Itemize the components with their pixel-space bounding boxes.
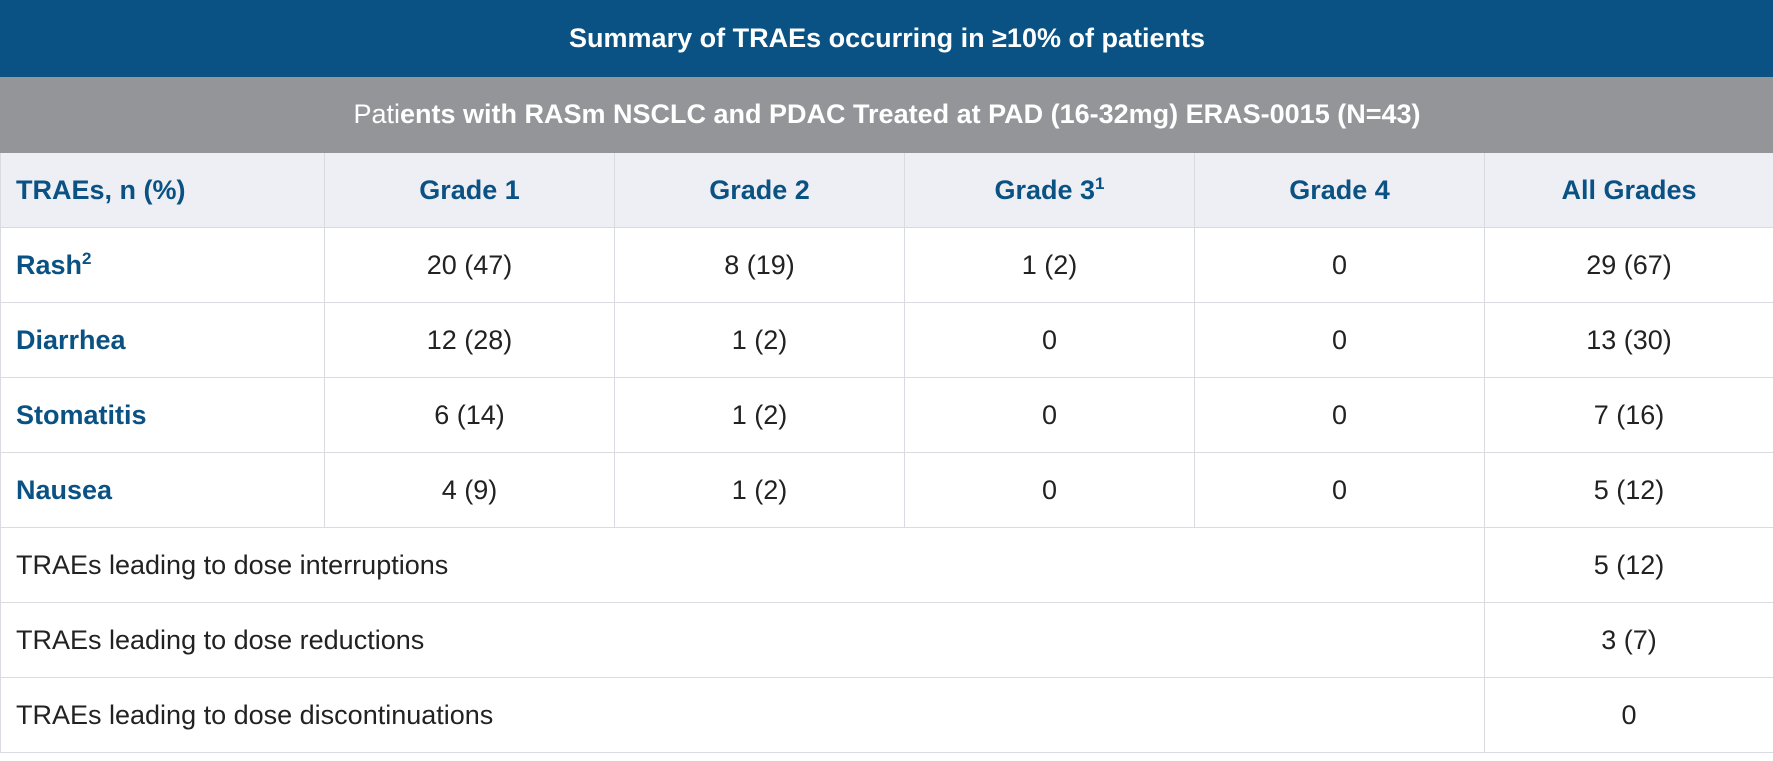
row-name: Rash	[16, 249, 83, 280]
header-grade-2: Grade 2	[614, 152, 905, 228]
table-cell: 12 (28)	[324, 302, 615, 378]
table-cell: 7 (16)	[1484, 377, 1773, 453]
header-row: TRAEs, n (%) Grade 1 Grade 2 Grade 31 Gr…	[0, 152, 1773, 228]
summary-row: TRAEs leading to dose discontinuations 0	[0, 677, 1773, 753]
row-name: Diarrhea	[16, 324, 126, 355]
summary-label: TRAEs leading to dose discontinuations	[0, 677, 1485, 753]
row-label: Rash2	[0, 227, 325, 303]
table-cell: 0	[904, 452, 1195, 528]
header-trae: TRAEs, n (%)	[0, 152, 325, 228]
table-subtitle: Patients with RASm NSCLC and PDAC Treate…	[0, 76, 1773, 153]
table-row: Nausea 4 (9) 1 (2) 0 0 5 (12)	[0, 452, 1773, 528]
row-name: Stomatitis	[16, 399, 147, 430]
table-cell: 0	[1194, 227, 1485, 303]
table-cell: 0	[1194, 302, 1485, 378]
header-all-grades: All Grades	[1484, 152, 1773, 228]
header-grade-3: Grade 31	[904, 152, 1195, 228]
header-label: Grade 3	[994, 174, 1096, 205]
header-label: TRAEs, n (%)	[16, 174, 186, 205]
header-label: Grade 4	[1289, 174, 1390, 205]
table-cell: 1 (2)	[614, 302, 905, 378]
summary-value: 3 (7)	[1484, 602, 1773, 678]
table-cell: 29 (67)	[1484, 227, 1773, 303]
table-cell: 20 (47)	[324, 227, 615, 303]
table-cell: 0	[904, 377, 1195, 453]
table-cell: 0	[904, 302, 1195, 378]
header-sup: 1	[1095, 173, 1105, 193]
row-label: Nausea	[0, 452, 325, 528]
subtitle-prefix: Pati	[353, 99, 401, 129]
subtitle-row: Patients with RASm NSCLC and PDAC Treate…	[0, 76, 1773, 153]
summary-label: TRAEs leading to dose interruptions	[0, 527, 1485, 603]
table-cell: 0	[1194, 377, 1485, 453]
header-grade-1: Grade 1	[324, 152, 615, 228]
row-name: Nausea	[16, 474, 113, 505]
row-label: Stomatitis	[0, 377, 325, 453]
summary-row: TRAEs leading to dose reductions 3 (7)	[0, 602, 1773, 678]
table-cell: 6 (14)	[324, 377, 615, 453]
table-row: Stomatitis 6 (14) 1 (2) 0 0 7 (16)	[0, 377, 1773, 453]
summary-value: 0	[1484, 677, 1773, 753]
subtitle-rest: ents with RASm NSCLC and PDAC Treated at…	[400, 99, 1421, 129]
header-label: Grade 1	[419, 174, 520, 205]
table-cell: 0	[1194, 452, 1485, 528]
table-row: Rash2 20 (47) 8 (19) 1 (2) 0 29 (67)	[0, 227, 1773, 303]
table-cell: 8 (19)	[614, 227, 905, 303]
summary-row: TRAEs leading to dose interruptions 5 (1…	[0, 527, 1773, 603]
table-cell: 1 (2)	[614, 452, 905, 528]
summary-value: 5 (12)	[1484, 527, 1773, 603]
title-row: Summary of TRAEs occurring in ≥10% of pa…	[0, 0, 1773, 77]
table-title: Summary of TRAEs occurring in ≥10% of pa…	[0, 0, 1773, 77]
row-label: Diarrhea	[0, 302, 325, 378]
table-row: Diarrhea 12 (28) 1 (2) 0 0 13 (30)	[0, 302, 1773, 378]
table-cell: 1 (2)	[614, 377, 905, 453]
header-label: Grade 2	[709, 174, 810, 205]
table-cell: 4 (9)	[324, 452, 615, 528]
summary-label: TRAEs leading to dose reductions	[0, 602, 1485, 678]
row-sup: 2	[82, 248, 92, 268]
header-label: All Grades	[1561, 174, 1697, 205]
table-cell: 13 (30)	[1484, 302, 1773, 378]
table-cell: 1 (2)	[904, 227, 1195, 303]
header-grade-4: Grade 4	[1194, 152, 1485, 228]
table-cell: 5 (12)	[1484, 452, 1773, 528]
